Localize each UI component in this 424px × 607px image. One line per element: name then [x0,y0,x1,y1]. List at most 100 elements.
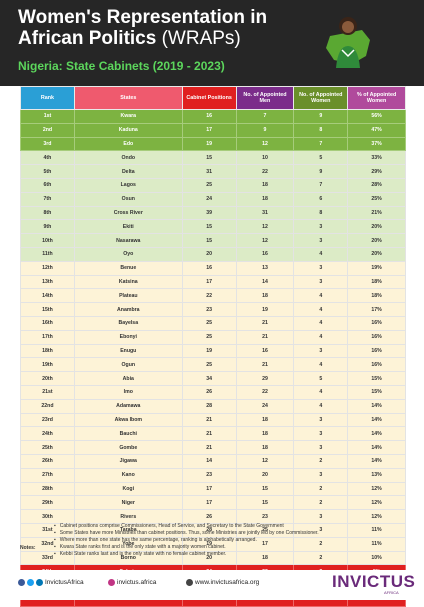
cell-women: 3 [293,233,349,248]
cell-rank: 8th [20,205,75,221]
table-row: 12th Benue 16 13 3 19% [20,260,406,276]
cell-rank: 24th [20,426,75,442]
table-row: 11th Oyo 20 16 4 20% [20,246,406,262]
table-row: 3rd Edo 19 12 7 37% [20,136,406,152]
cell-pct: 13% [347,467,406,483]
cell-men: 21 [235,329,295,345]
cell-women: 3 [293,426,349,442]
cell-pct: 14% [347,426,406,442]
cell-cabinet: 25 [181,357,237,373]
linkedin-icon [36,579,43,586]
cell-men: 21 [235,357,295,373]
cell-men: 18 [235,426,295,442]
page-title-line2: African Politics (WRAPs) [18,28,241,50]
footer-website[interactable]: www.invictusafrica.org [186,579,259,586]
cell-women: 3 [293,219,349,235]
table-row: 20th Abia 34 29 5 15% [20,371,406,386]
cell-pct: 16% [347,315,406,331]
cell-rank: 27th [20,467,75,483]
twitter-icon [27,579,34,586]
cell-state: Nasarawa [73,233,183,248]
table-row: 24th Bauchi 21 18 3 14% [20,426,406,442]
cell-women: 4 [293,246,349,262]
table-row: 10th Nasarawa 15 12 3 20% [20,233,406,248]
cell-men: 13 [235,260,295,276]
cell-state: Delta [73,164,183,179]
table-row: 27th Kano 23 20 3 13% [20,467,406,483]
cell-rank: 18th [20,343,75,359]
cell-women: 2 [293,495,349,511]
notes-section: Notes: Cabinet positions comprise Commis… [20,523,406,558]
cell-pct: 18% [347,274,406,290]
cell-men: 9 [235,122,295,138]
cell-women: 4 [293,398,349,414]
cell-cabinet: 19 [181,343,237,359]
cell-women: 3 [293,343,349,359]
cell-rank: 10th [20,233,75,248]
cell-cabinet: 16 [181,260,237,276]
cell-state: Bayelsa [73,315,183,331]
cell-cabinet: 19 [181,136,237,152]
cell-women: 4 [293,302,349,317]
cell-rank: 26th [20,453,75,469]
note-item: Kebbi State ranks last and is the only s… [60,551,406,558]
footer-social-handle: InvictusAfrica [45,579,84,586]
cell-state: Jigawa [73,453,183,469]
cell-cabinet: 15 [181,219,237,235]
cell-men: 18 [235,412,295,428]
cell-cabinet: 14 [181,453,237,469]
cell-state: Plateau [73,288,183,304]
cell-women: 5 [293,371,349,386]
cell-state: Benue [73,260,183,276]
cell-state: Cross River [73,205,183,221]
footer-social[interactable]: InvictusAfrica [18,579,84,586]
table-row: 2nd Kaduna 17 9 8 47% [20,122,406,138]
cell-state: Akwa Ibom [73,412,183,428]
cell-women: 4 [293,288,349,304]
page-title-abbrev: (WRAPs) [161,28,241,49]
cell-men: 18 [235,288,295,304]
cell-women: 9 [293,164,349,179]
page-subtitle: Nigeria: State Cabinets (2019 - 2023) [18,59,225,73]
footer-instagram[interactable]: invictus.africa [108,579,156,586]
column-header: States [73,86,183,110]
cell-pct: 56% [347,109,406,124]
cell-men: 24 [235,398,295,414]
cell-pct: 29% [347,164,406,179]
cell-rank: 20th [20,371,75,386]
cell-state: Anambra [73,302,183,317]
cell-women: 8 [293,205,349,221]
cell-men: 14 [235,274,295,290]
notes-label: Notes: [20,545,36,551]
cell-rank: 28th [20,481,75,497]
cell-rank: 6th [20,177,75,193]
table-row: 5th Delta 31 22 9 29% [20,164,406,179]
cell-rank: 7th [20,191,75,207]
table-row: 14th Plateau 22 18 4 18% [20,288,406,304]
cell-pct: 14% [347,440,406,455]
cell-state: Kano [73,467,183,483]
cell-state: Kaduna [73,122,183,138]
cell-pct: 20% [347,233,406,248]
column-header: No. of Appointed Women [293,86,349,110]
cell-pct: 25% [347,191,406,207]
cell-cabinet: 17 [181,274,237,290]
cell-state: Katsina [73,274,183,290]
cell-cabinet: 24 [181,191,237,207]
note-item: Kwara State ranks first and is the only … [60,544,406,551]
cell-state: Niger [73,495,183,511]
table-row: 22nd Adamawa 28 24 4 14% [20,398,406,414]
cell-women: 5 [293,150,349,166]
cell-cabinet: 25 [181,177,237,193]
column-header: Rank [20,86,75,110]
table-row: 16th Bayelsa 25 21 4 16% [20,315,406,331]
column-header: Cabinet Positions [181,86,237,110]
table-row: 13th Katsina 17 14 3 18% [20,274,406,290]
footer-instagram-handle: invictus.africa [117,579,157,586]
note-item: Cabinet positions comprise Commissioners… [60,523,406,530]
cell-women: 3 [293,260,349,276]
cell-pct: 33% [347,150,406,166]
cell-pct: 14% [347,398,406,414]
cell-women: 3 [293,509,349,524]
cell-cabinet: 34 [181,371,237,386]
